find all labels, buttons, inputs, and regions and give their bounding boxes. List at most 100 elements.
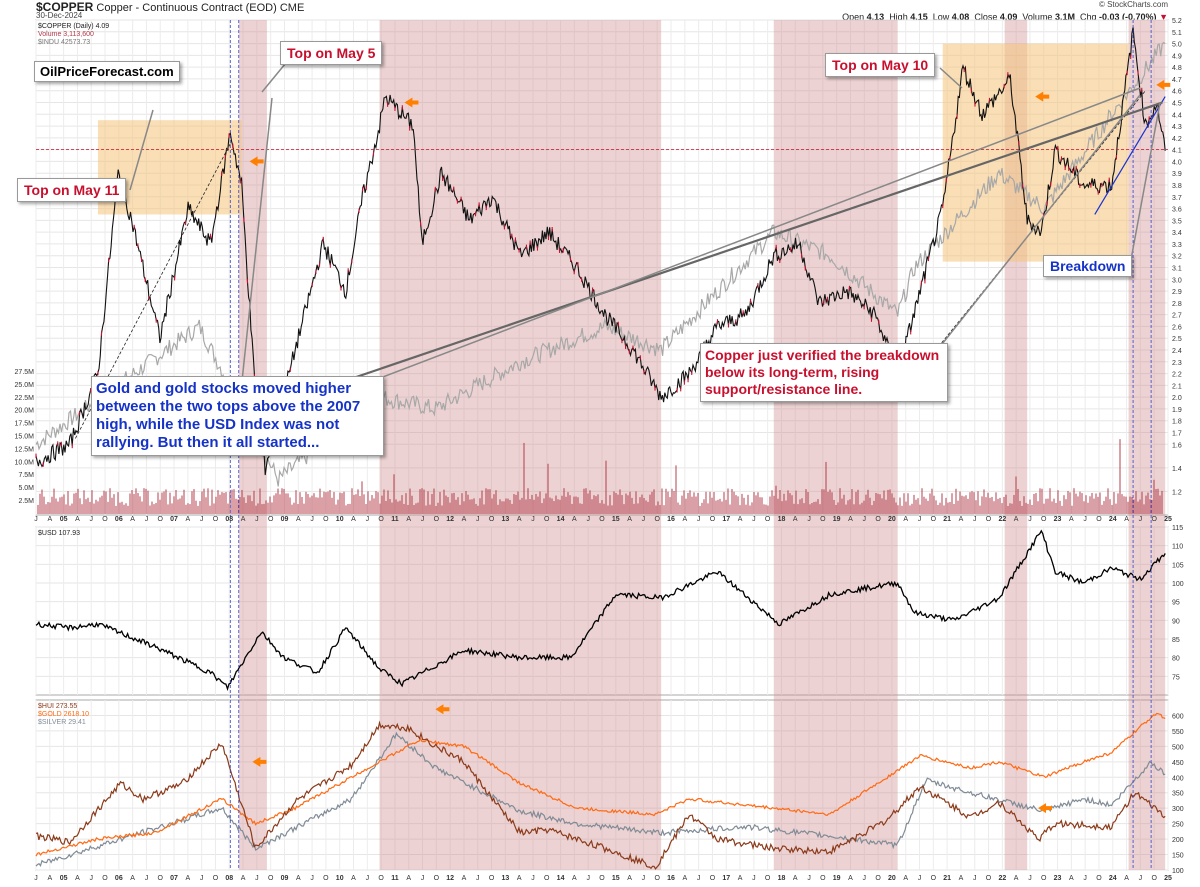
x-tick-label: J	[1139, 875, 1143, 882]
copper-legend: $COPPER (Daily) 4.09 Volume 3,113,600 $I…	[38, 23, 109, 47]
x-tick-label: 23	[1054, 875, 1062, 882]
x-tick-label: J	[531, 516, 535, 523]
volume-tick-label: 5.0M	[18, 485, 34, 492]
x-tick-label: A	[462, 875, 467, 882]
y-tick-label: 3.0	[1172, 277, 1182, 284]
x-tick-label: 19	[833, 516, 841, 523]
copper-series	[35, 27, 1166, 476]
x-tick-label: 13	[501, 516, 509, 523]
change-down-icon: ▼	[1159, 12, 1168, 22]
x-tick-label: J	[1028, 875, 1032, 882]
x-tick-label: O	[1041, 875, 1047, 882]
y-tick-label: 150	[1172, 853, 1184, 860]
shaded-period	[773, 20, 898, 870]
y-tick-label: 95	[1172, 600, 1180, 607]
callout-connector	[934, 94, 1141, 354]
volume-tick-label: 10.0M	[15, 459, 35, 466]
y-tick-label: 85	[1172, 637, 1180, 644]
x-tick-label: O	[378, 875, 384, 882]
volume-tick-label: 25.0M	[15, 382, 35, 389]
y-tick-label: 500	[1172, 744, 1184, 751]
x-tick-label: J	[586, 516, 590, 523]
x-tick-label: A	[572, 516, 577, 523]
arrow-icon	[1038, 803, 1053, 814]
y-tick-label: 90	[1172, 618, 1180, 625]
x-tick-label: A	[47, 516, 52, 523]
arrow-icon	[1156, 79, 1171, 90]
x-tick-label: A	[682, 875, 687, 882]
metals-legend: $HUI 273.55 $GOLD 2618.10 $SILVER 29.41	[38, 703, 89, 727]
x-tick-label: O	[544, 516, 550, 523]
exchange: CME	[279, 2, 305, 14]
x-tick-label: J	[200, 875, 204, 882]
x-tick-label: 19	[833, 875, 841, 882]
x-tick-label: 21	[943, 875, 951, 882]
x-tick-label: A	[517, 516, 522, 523]
y-tick-label: 4.1	[1172, 148, 1182, 155]
volume-tick-label: 17.5M	[15, 421, 35, 428]
x-tick-label: 15	[612, 516, 620, 523]
y-tick-label: 4.8	[1172, 65, 1182, 72]
x-tick-label: O	[102, 516, 108, 523]
x-tick-label: J	[918, 875, 922, 882]
arrow-icon	[249, 156, 264, 167]
x-tick-label: J	[697, 875, 701, 882]
x-tick-label: O	[158, 516, 164, 523]
x-tick-label: 25	[1164, 875, 1172, 882]
y-tick-label: 3.5	[1172, 218, 1182, 225]
x-tick-label: A	[1124, 875, 1129, 882]
volume-tick-label: 20.0M	[15, 408, 35, 415]
y-tick-label: 550	[1172, 729, 1184, 736]
x-tick-label: J	[310, 516, 314, 523]
support-line	[1094, 96, 1166, 215]
x-tick-label: 07	[170, 875, 178, 882]
x-tick-label: A	[406, 516, 411, 523]
ohlc-readout: Open 4.13 High 4.15 Low 4.08 Close 4.09 …	[842, 12, 1168, 22]
x-tick-label: J	[752, 516, 756, 523]
x-tick-label: J	[89, 516, 93, 523]
x-tick-label: O	[1151, 875, 1157, 882]
x-tick-label: A	[1014, 516, 1019, 523]
y-tick-label: 3.3	[1172, 242, 1182, 249]
volume-tick-label: 15.0M	[15, 434, 35, 441]
legend-copper: $COPPER (Daily) 4.09	[38, 23, 110, 30]
x-tick-label: 13	[501, 875, 509, 882]
x-tick-label: 22	[998, 875, 1006, 882]
x-tick-label: A	[75, 875, 80, 882]
arrow-icon	[435, 704, 450, 715]
callout-connector	[939, 67, 963, 89]
x-tick-label: O	[875, 516, 881, 523]
y-tick-label: 2.3	[1172, 360, 1182, 367]
volume-tick-label: 12.5M	[15, 446, 35, 453]
y-tick-label: 2.4	[1172, 348, 1182, 355]
x-tick-label: J	[973, 516, 977, 523]
y-tick-label: 3.2	[1172, 254, 1182, 261]
x-tick-label: J	[421, 875, 425, 882]
x-tick-label: O	[268, 516, 274, 523]
x-tick-label: J	[531, 875, 535, 882]
y-tick-label: 2.2	[1172, 372, 1182, 379]
x-tick-label: O	[544, 875, 550, 882]
x-tick-label: J	[34, 875, 38, 882]
y-tick-label: 2.0	[1172, 395, 1182, 402]
high-value: 4.15	[910, 12, 928, 22]
breakdown-callout: Breakdown	[1043, 255, 1133, 277]
site-callout: OilPriceForecast.com	[34, 61, 180, 82]
x-tick-label: A	[1069, 875, 1074, 882]
x-tick-label: J	[918, 516, 922, 523]
y-tick-label: 200	[1172, 837, 1184, 844]
x-tick-label: O	[213, 875, 219, 882]
x-tick-label: A	[793, 516, 798, 523]
x-tick-label: 12	[446, 875, 454, 882]
x-tick-label: J	[145, 875, 149, 882]
x-tick-label: J	[89, 875, 93, 882]
x-tick-label: O	[434, 516, 440, 523]
y-tick-label: 300	[1172, 806, 1184, 813]
y-tick-label: 4.6	[1172, 89, 1182, 96]
x-tick-label: A	[1069, 516, 1074, 523]
x-tick-label: A	[47, 875, 52, 882]
x-tick-label: O	[986, 516, 992, 523]
x-tick-label: 22	[998, 516, 1006, 523]
arrow-icon	[1035, 91, 1050, 102]
x-tick-label: J	[366, 875, 370, 882]
